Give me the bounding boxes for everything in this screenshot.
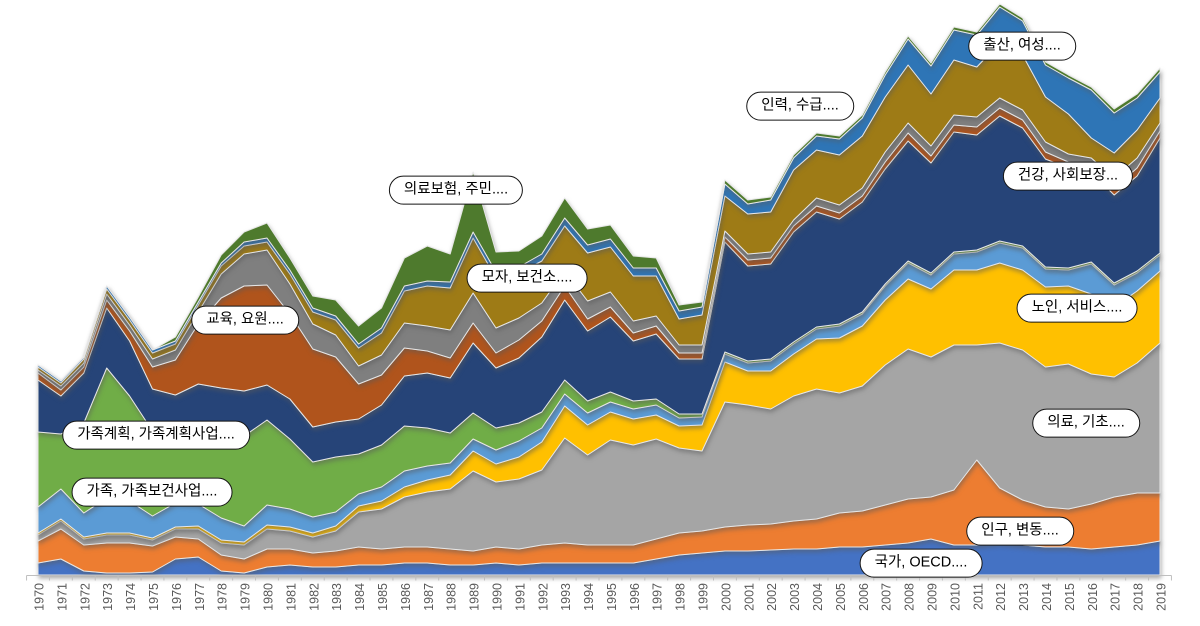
x-axis-year-label: 1983 [330, 583, 344, 611]
x-axis-year-label: 2014 [1040, 583, 1054, 611]
x-axis-year-label: 1976 [170, 583, 184, 611]
x-axis-year-label: 2009 [926, 583, 940, 611]
x-axis-year-label: 2017 [1109, 583, 1123, 611]
x-axis-year-label: 1972 [78, 583, 92, 611]
x-axis-year-label: 2019 [1155, 583, 1169, 611]
series-callout-7: 의료, 기초.... [1032, 408, 1140, 438]
x-axis-year-label: 2005 [834, 583, 848, 611]
x-axis-year-label: 2008 [903, 583, 917, 611]
series-callout-5: 노인, 서비스.... [1016, 293, 1138, 323]
series-callout-3: 의료보험, 주민.... [388, 175, 524, 205]
x-axis-year-label: 1978 [216, 583, 230, 611]
x-axis-year-label: 2010 [948, 583, 962, 611]
x-axis-year-label: 1996 [628, 583, 642, 611]
x-axis-year-label: 1990 [490, 583, 504, 611]
series-callout-2: 건강, 사회보장... [1002, 161, 1134, 191]
x-axis-year-label: 1970 [33, 583, 47, 611]
x-axis-year-label: 1971 [55, 583, 69, 611]
series-callout-9: 가족, 가족보건사업.... [71, 477, 233, 507]
series-callout-8: 가족계획, 가족계획사업.... [62, 420, 250, 450]
x-axis-year-label: 1984 [353, 583, 367, 611]
x-axis-year-label: 2011 [971, 583, 985, 610]
x-axis-year-label: 2003 [788, 583, 802, 611]
x-axis-labels: 1970 1971 1972 1973 1974 1975 1976 1977 1978 1979… [33, 583, 1169, 611]
series-callout-6: 교육, 요원.... [191, 305, 299, 335]
x-axis-year-label: 1975 [147, 583, 161, 611]
x-axis-year-label: 2016 [1086, 583, 1100, 611]
area-series-11: 의료보험, 주민.... [37, 3, 1161, 382]
x-axis-year-label: 1993 [559, 583, 573, 611]
series-callout-4: 모자, 보건소.... [466, 263, 588, 293]
x-axis-year-label: 1977 [193, 583, 207, 611]
x-axis-year-label: 2004 [811, 583, 825, 611]
series-callout-11: 국가, OECD.... [859, 548, 983, 578]
series-callout-1: 인력, 수급.... [746, 91, 854, 121]
x-axis-year-label: 1982 [307, 583, 321, 611]
series-callout-10: 인구, 변동.... [966, 516, 1074, 546]
x-axis-year-label: 1974 [124, 583, 138, 611]
x-axis-year-label: 2018 [1132, 583, 1146, 611]
x-axis-year-label: 1992 [536, 583, 550, 611]
series-callout-0: 출산, 여성.... [968, 31, 1076, 61]
x-axis [26, 575, 1172, 581]
x-axis-year-label: 2015 [1063, 583, 1077, 611]
x-axis-year-label: 2006 [857, 583, 871, 611]
area-bands: 국가, OECD....인구, 변동.... 의료, 기초.... 노인, 서비스.… [37, 3, 1161, 576]
x-axis-year-label: 1979 [239, 583, 253, 611]
x-axis-year-label: 1998 [674, 583, 688, 611]
x-axis-year-label: 1994 [582, 583, 596, 611]
x-axis-year-label: 2007 [880, 583, 894, 611]
x-axis-year-label: 1988 [445, 583, 459, 611]
x-axis-year-label: 1995 [605, 583, 619, 611]
x-axis-year-label: 1981 [284, 583, 298, 611]
x-axis-year-label: 1989 [468, 583, 482, 611]
x-axis-year-label: 1987 [422, 583, 436, 611]
x-axis-year-label: 1997 [651, 583, 665, 611]
x-axis-year-label: 2012 [994, 583, 1008, 611]
x-axis-year-label: 1973 [101, 583, 115, 611]
x-axis-year-label: 1980 [261, 583, 275, 611]
x-axis-year-label: 1991 [513, 583, 527, 611]
x-axis-year-label: 2000 [719, 583, 733, 611]
x-axis-year-label: 1986 [399, 583, 413, 611]
x-axis-year-label: 1985 [376, 583, 390, 611]
x-axis-year-label: 2002 [765, 583, 779, 611]
x-axis-year-label: 2001 [742, 583, 756, 611]
x-axis-year-label: 1999 [697, 583, 711, 611]
x-axis-year-label: 2013 [1017, 583, 1031, 611]
